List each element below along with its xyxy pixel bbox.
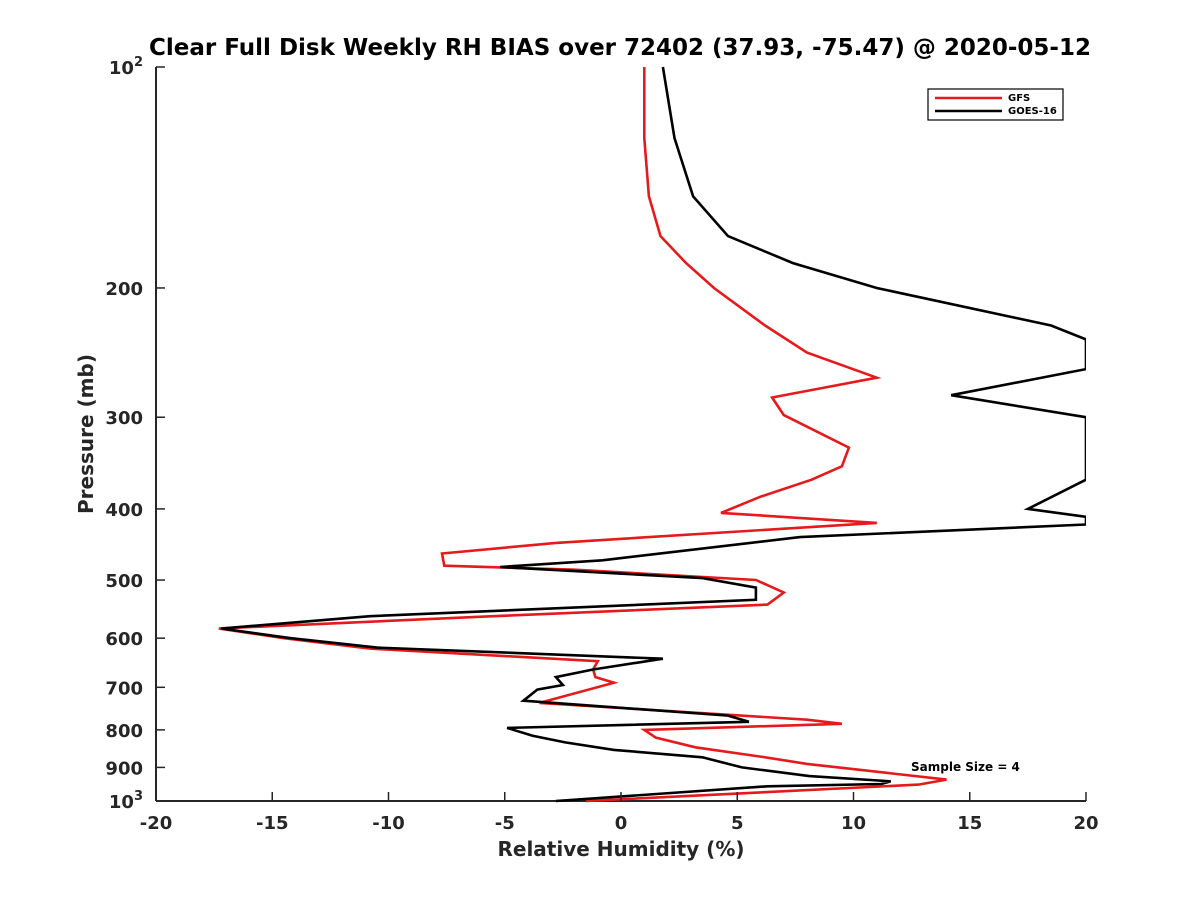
x-tick-label: -10	[372, 813, 405, 834]
y-axis-label: Pressure (mb)	[74, 354, 98, 514]
x-tick-label: 10	[841, 813, 866, 834]
y-tick-label: 102	[109, 55, 143, 79]
y-tick-label: 400	[105, 500, 143, 521]
y-tick-label: 900	[105, 758, 143, 779]
x-ticks: -20 -15 -10 -5 0 5 10 15 20	[140, 792, 1099, 834]
x-tick-label: 20	[1073, 813, 1098, 834]
y-tick-label: 200	[105, 279, 143, 300]
sample-size-annotation: Sample Size = 4	[911, 760, 1020, 774]
x-tick-label: 15	[957, 813, 982, 834]
y-ticks: 102 200 300 400 500 600 700 800 900 103	[105, 55, 165, 813]
legend-label-goes16: GOES-16	[1008, 106, 1057, 117]
x-tick-label: -5	[495, 813, 515, 834]
y-tick-label: 300	[105, 408, 143, 429]
legend-box	[927, 88, 1064, 121]
series-layer	[218, 66, 1086, 803]
x-axis-label: Relative Humidity (%)	[497, 837, 744, 861]
plot-area: -20 -15 -10 -5 0 5 10 15 20 102 200 300 400 500 600 70…	[105, 55, 1098, 834]
y-tick-label: 700	[105, 678, 143, 699]
legend: GFS GOES-16	[927, 88, 1064, 121]
series-line-goes16	[220, 66, 1086, 803]
y-tick-label: 800	[105, 721, 143, 742]
y-tick-label: 600	[105, 629, 143, 650]
x-tick-label: 0	[615, 813, 628, 834]
series-line-gfs	[218, 67, 947, 803]
y-tick-label: 103	[109, 789, 143, 813]
x-tick-label: -15	[256, 813, 289, 834]
x-tick-label: -20	[140, 813, 173, 834]
y-tick-label: 500	[105, 571, 143, 592]
legend-label-gfs: GFS	[1008, 93, 1030, 104]
chart-title: Clear Full Disk Weekly RH BIAS over 7240…	[149, 35, 1091, 61]
x-tick-label: 5	[731, 813, 744, 834]
